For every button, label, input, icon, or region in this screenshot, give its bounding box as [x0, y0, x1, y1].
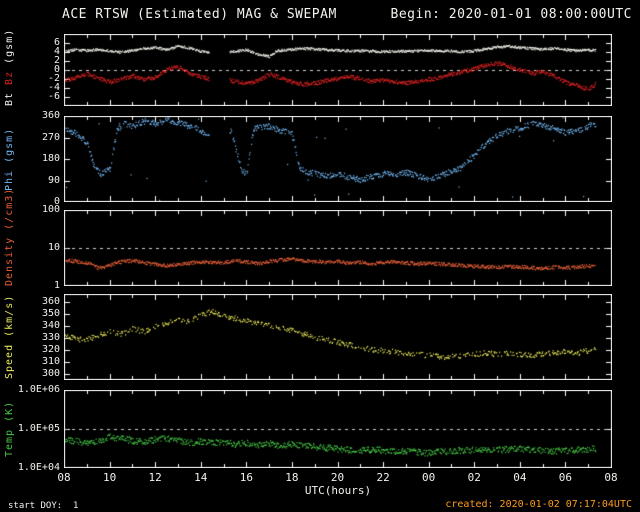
- mag-ytick-4: 4: [53, 46, 60, 57]
- x-tick-label-08-12: 08: [604, 471, 618, 484]
- created-timestamp: created: 2020-01-02 07:17:04UTC: [445, 499, 632, 510]
- speed-ytick-310: 310: [41, 356, 60, 368]
- phi-ytick-180: 180: [41, 153, 60, 164]
- speed-axis-label: Speed (km/s): [3, 294, 16, 380]
- x-tick-label-22-7: 22: [376, 471, 390, 484]
- phi-ytick-0: 0: [53, 196, 60, 207]
- speed-ytick-350: 350: [41, 308, 60, 320]
- mag-ytick-0: 0: [53, 64, 60, 75]
- panel-temp: [64, 390, 612, 468]
- mag-ytick--2: -2: [47, 73, 60, 84]
- density-axis-label: Density (/cm3): [3, 188, 16, 286]
- x-tick-label-16-4: 16: [239, 471, 253, 484]
- page-title: ACE RTSW (Estimated) MAG & SWEPAM: [62, 7, 337, 22]
- density-ytick-1: 1: [53, 280, 60, 291]
- x-tick-label-20-6: 20: [330, 471, 345, 484]
- speed-ytick-300: 300: [41, 368, 60, 380]
- begin-timestamp: Begin: 2020-01-01 08:00:00UTC: [390, 7, 632, 22]
- speed-ytick-320: 320: [41, 344, 60, 356]
- mag-ytick--6: -6: [47, 91, 60, 102]
- x-tick-label-02-9: 02: [467, 471, 481, 484]
- density-axis-label-segment: Density (/cm3): [4, 187, 15, 286]
- phi-ytick-270: 270: [41, 131, 60, 143]
- temp-axis-label: Temp (K): [3, 390, 16, 468]
- mag-axis-label-segment: Bz: [4, 70, 15, 85]
- x-tick-label-12-2: 12: [148, 471, 162, 484]
- phi-ytick-90: 90: [47, 174, 60, 186]
- mag-plot-canvas: [64, 34, 612, 106]
- temp-ytick-1.0E+04: 1.0E+04: [17, 462, 60, 473]
- density-ytick-100: 100: [41, 204, 60, 215]
- speed-ytick-360: 360: [41, 296, 60, 308]
- temp-axis-label-segment: Temp (K): [4, 400, 15, 458]
- x-tick-label-14-3: 14: [194, 471, 208, 484]
- temp-ytick-1.0E+06: 1.0E+06: [17, 384, 60, 395]
- mag-ytick-2: 2: [53, 55, 60, 66]
- density-plot-canvas: [64, 210, 612, 286]
- panel-speed: [64, 294, 612, 380]
- mag-axis-label-segment: Bt: [4, 84, 15, 106]
- x-axis-title: UTC(hours): [304, 484, 372, 497]
- x-tick-label-06-11: 06: [558, 471, 573, 484]
- x-tick-label-10-1: 10: [102, 471, 117, 484]
- x-tick-label-04-10: 04: [513, 471, 527, 484]
- speed-ytick-330: 330: [41, 332, 60, 344]
- temp-plot-canvas: [64, 390, 612, 468]
- mag-axis-label: Bt Bz (gsm): [3, 29, 16, 106]
- temp-ytick-1.0E+05: 1.0E+05: [17, 423, 60, 434]
- phi-axis-label-segment: Phi (gsm): [4, 127, 15, 191]
- mag-axis-label-segment: (gsm): [4, 28, 15, 71]
- panel-mag: [64, 34, 612, 106]
- speed-plot-canvas: [64, 294, 612, 380]
- x-tick-label-08-0: 08: [57, 471, 71, 484]
- mag-ytick--4: -4: [47, 82, 60, 93]
- phi-ytick-360: 360: [41, 110, 60, 121]
- x-tick-label-18-5: 18: [285, 471, 299, 484]
- start-doy-label: start DOY: 1: [8, 501, 79, 511]
- phi-plot-canvas: [64, 116, 612, 202]
- panel-phi: [64, 116, 612, 202]
- panel-density: [64, 210, 612, 286]
- density-ytick-10: 10: [47, 242, 60, 253]
- speed-ytick-340: 340: [41, 320, 60, 332]
- speed-axis-label-segment: Speed (km/s): [4, 294, 15, 380]
- mag-ytick-6: 6: [53, 37, 60, 48]
- x-tick-label-00-8: 00: [422, 471, 436, 484]
